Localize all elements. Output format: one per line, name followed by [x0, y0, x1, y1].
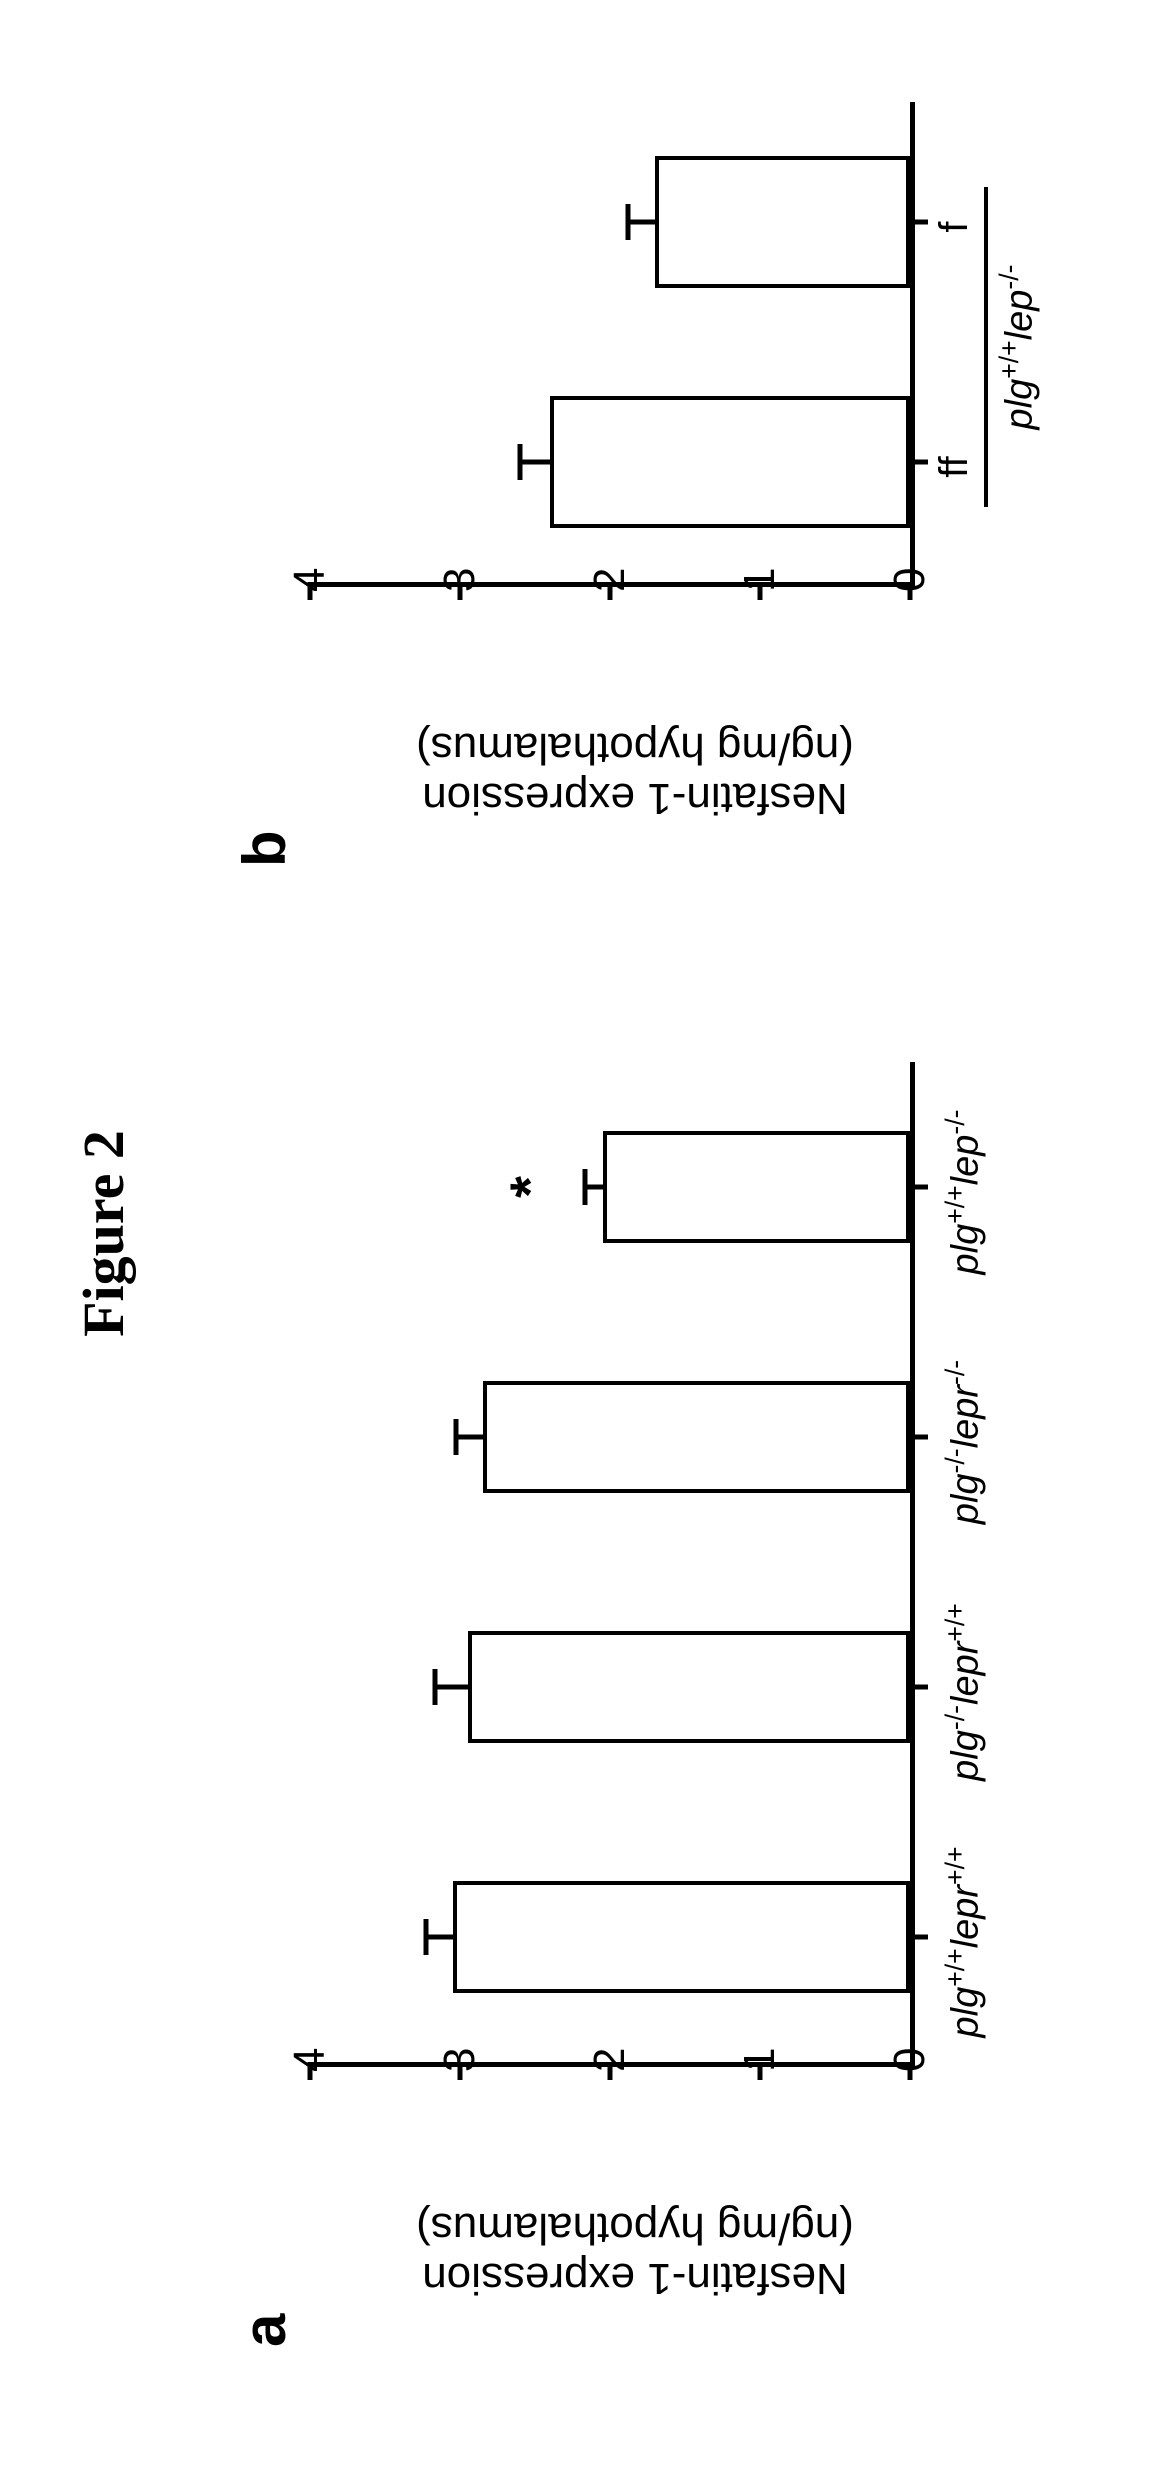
- bar: [550, 396, 910, 528]
- panel-b-label: b: [230, 830, 299, 867]
- xtick: [910, 1685, 928, 1690]
- error-cap: [518, 444, 523, 480]
- x-category-label: plg-/-lepr+/+: [940, 1603, 988, 1781]
- figure-canvas: Figure 2 a01234*Nesfatin-1 expression(ng…: [0, 0, 1155, 2467]
- bar: [603, 1131, 911, 1244]
- bar: [453, 1881, 911, 1994]
- ytick-label: 4: [285, 128, 335, 592]
- xtick: [910, 1185, 928, 1190]
- x-category-label: plg+/+lep-/-: [940, 1110, 988, 1275]
- bar: [655, 156, 910, 288]
- panel-a-label: a: [230, 2314, 299, 2347]
- page: Figure 2 a01234*Nesfatin-1 expression(ng…: [0, 0, 1155, 2467]
- xtick: [910, 220, 928, 225]
- xtick: [910, 1935, 928, 1940]
- error-stem: [520, 460, 550, 465]
- error-stem: [435, 1685, 468, 1690]
- error-stem: [426, 1935, 453, 1940]
- figure-title: Figure 2: [70, 0, 137, 2467]
- x-category-label: plg-/-lepr-/-: [940, 1360, 988, 1524]
- group-label: f: [932, 221, 977, 232]
- error-stem: [628, 220, 655, 225]
- panel-a-y-title: Nesfatin-1 expression(ng/mg hypothalamus…: [416, 2203, 854, 2303]
- ytick-label: 4: [285, 1088, 335, 2072]
- panel-a-plot: 01234*: [310, 1062, 915, 2067]
- group-label: ff: [932, 456, 977, 478]
- error-stem: [456, 1435, 483, 1440]
- significance-marker: *: [497, 1176, 562, 1198]
- ytick-label: 3: [435, 128, 485, 592]
- error-cap: [582, 1169, 587, 1205]
- panel-b-plot: 01234: [310, 102, 915, 587]
- group-underline: [984, 187, 988, 507]
- bar: [483, 1381, 911, 1494]
- error-cap: [453, 1419, 458, 1455]
- error-cap: [432, 1669, 437, 1705]
- xtick: [910, 460, 928, 465]
- panel-b-y-title: Nesfatin-1 expression(ng/mg hypothalamus…: [416, 723, 854, 823]
- error-cap: [626, 204, 631, 240]
- bar: [468, 1631, 911, 1744]
- xtick: [910, 1435, 928, 1440]
- group-genotype: plg+/+lep-/-: [994, 265, 1042, 430]
- error-stem: [585, 1185, 603, 1190]
- error-cap: [423, 1919, 428, 1955]
- x-category-label: plg+/+lepr+/+: [940, 1847, 988, 2038]
